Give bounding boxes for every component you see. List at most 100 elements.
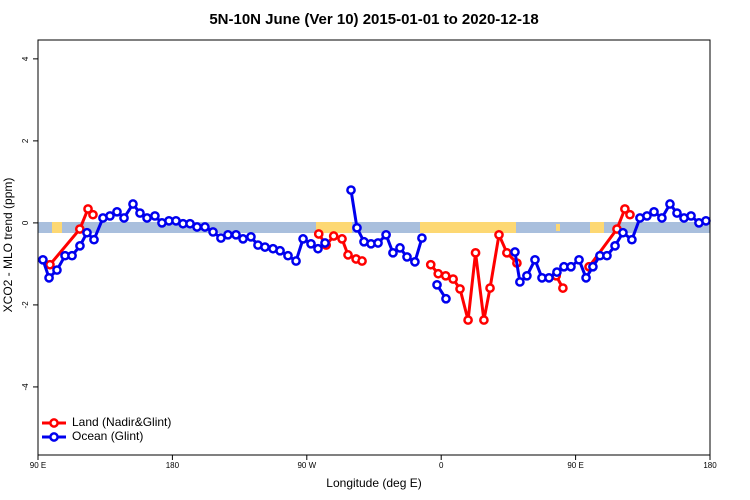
point <box>208 227 218 237</box>
legend-label: Land (Nadir&Glint) <box>72 415 171 429</box>
point <box>479 315 489 325</box>
point <box>150 211 160 221</box>
point <box>665 199 675 209</box>
point <box>515 277 525 287</box>
point <box>89 234 99 245</box>
x-tick-label: 90 E <box>567 461 583 470</box>
x-tick-label: 0 <box>439 461 444 470</box>
point <box>306 238 316 249</box>
point <box>320 238 330 248</box>
legend-label: Ocean (Glint) <box>72 429 143 443</box>
point <box>260 242 270 252</box>
point <box>581 272 591 283</box>
point <box>463 315 473 325</box>
point <box>52 265 62 275</box>
point <box>410 257 420 267</box>
point <box>135 208 145 218</box>
y-tick-label: 0 <box>21 220 30 225</box>
point <box>402 252 412 262</box>
point <box>530 254 540 265</box>
point <box>558 283 568 293</box>
point <box>485 283 495 293</box>
legend-marker <box>49 418 59 428</box>
point <box>291 256 301 266</box>
point <box>112 206 122 217</box>
point <box>192 222 202 232</box>
point <box>552 267 562 277</box>
point <box>620 204 630 214</box>
point <box>223 229 233 240</box>
point <box>627 234 637 245</box>
point <box>67 250 77 261</box>
point <box>343 250 353 260</box>
y-tick-label: 4 <box>21 56 30 61</box>
point <box>610 241 620 251</box>
x-tick-label: 90 W <box>297 461 316 470</box>
point <box>44 272 54 283</box>
y-tick-label: 2 <box>21 138 30 143</box>
point <box>588 261 598 272</box>
point <box>275 245 285 256</box>
point <box>417 233 427 243</box>
point <box>328 231 339 241</box>
point <box>83 204 93 214</box>
x-axis-label: Longitude (deg E) <box>326 476 421 490</box>
map-strip <box>38 222 710 233</box>
point <box>425 259 436 270</box>
point <box>352 222 362 233</box>
point <box>494 229 504 240</box>
point <box>231 229 241 240</box>
point <box>602 250 612 261</box>
point <box>544 272 554 283</box>
chart-title: 5N-10N June (Ver 10) 2015-01-01 to 2020-… <box>209 11 538 28</box>
point <box>381 229 391 240</box>
point <box>433 268 444 279</box>
point <box>357 256 367 266</box>
point <box>686 211 696 221</box>
point <box>701 215 711 226</box>
point <box>440 270 451 281</box>
point <box>657 213 667 223</box>
point <box>574 254 584 265</box>
point <box>337 234 347 244</box>
y-axis-label: XCO2 - MLO trend (ppm) <box>1 178 15 313</box>
point <box>200 222 210 232</box>
point <box>142 213 152 223</box>
point <box>313 243 323 254</box>
point <box>502 247 512 258</box>
x-tick-label: 90 E <box>30 461 46 470</box>
point <box>128 199 138 209</box>
point <box>672 208 682 218</box>
point <box>45 259 55 270</box>
point <box>88 209 98 220</box>
point <box>105 211 115 221</box>
point <box>395 243 405 253</box>
point <box>441 293 451 304</box>
point <box>373 238 383 248</box>
point <box>38 254 48 265</box>
point <box>470 247 481 258</box>
point <box>313 229 324 239</box>
point <box>618 227 628 238</box>
point <box>119 213 129 223</box>
legend-marker <box>49 432 59 442</box>
point <box>82 227 92 238</box>
point <box>522 270 532 281</box>
point <box>75 241 85 251</box>
y-tick-label: -4 <box>21 383 30 391</box>
point <box>246 231 256 242</box>
point <box>283 250 293 261</box>
point <box>649 206 659 217</box>
point <box>388 247 398 258</box>
point <box>455 284 465 294</box>
legend: Land (Nadir&Glint)Ocean (Glint) <box>42 415 171 443</box>
plot-frame <box>37 39 711 456</box>
point <box>510 247 520 257</box>
point <box>448 274 458 284</box>
point <box>566 261 576 272</box>
y-tick-label: -2 <box>21 301 30 309</box>
point <box>642 211 652 221</box>
point <box>74 224 85 234</box>
point <box>238 234 248 244</box>
